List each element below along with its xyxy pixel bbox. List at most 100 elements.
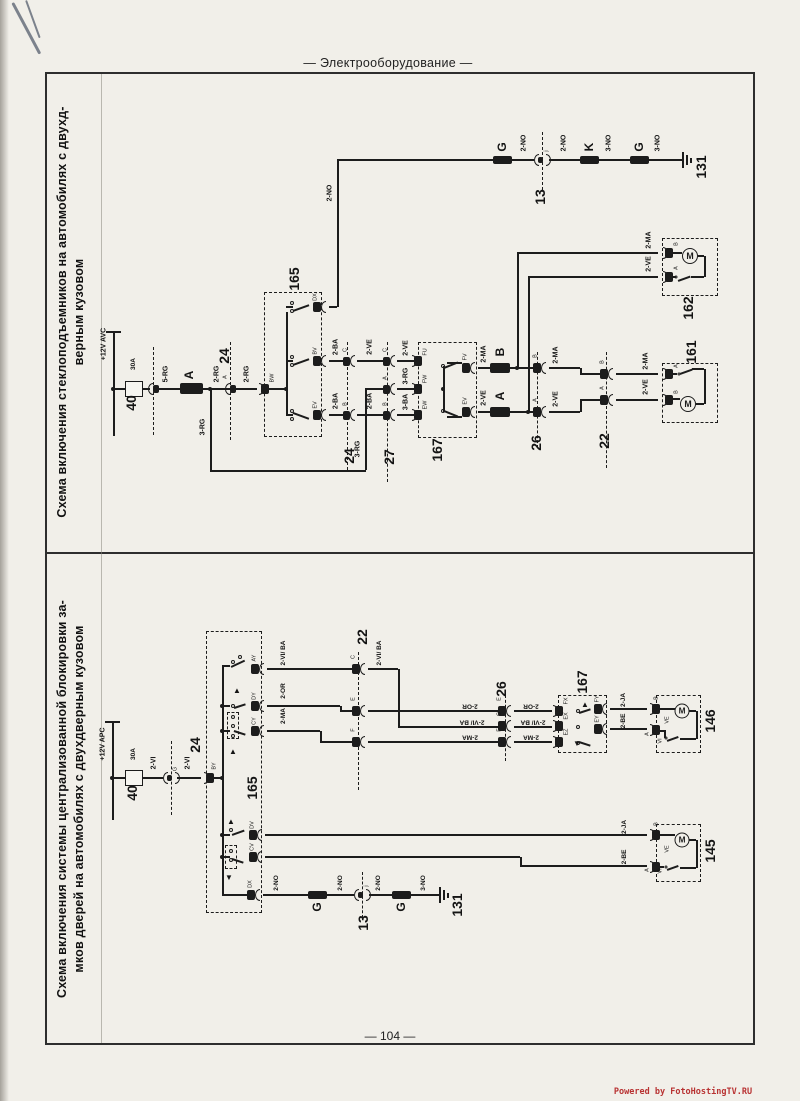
pin-label: A: [644, 732, 651, 736]
wire: [664, 730, 666, 738]
connector-ref: G: [310, 902, 324, 912]
connector-pin: [665, 272, 673, 282]
pin-label: E: [496, 697, 503, 701]
contact-circle: [664, 865, 668, 869]
pin-label: A: [644, 868, 651, 872]
wire: [660, 866, 664, 868]
wire: [369, 894, 392, 896]
wire: [210, 470, 366, 472]
wire-label: 2-NO: [326, 184, 334, 202]
wire-label: 2-RG: [243, 365, 251, 383]
motor-symbol: M: [674, 832, 690, 848]
wire-label: 2-MA: [462, 733, 478, 741]
wire-label: 3-RG: [402, 367, 410, 385]
wire-label: 2-MA: [642, 352, 650, 370]
junction-dot: [526, 410, 530, 414]
fuse-40: [125, 770, 143, 786]
wire-label: 2-NO: [272, 875, 280, 891]
fuse-40: [125, 381, 143, 397]
wire-label: 2-BA: [332, 338, 340, 356]
contact-circle: [290, 417, 294, 421]
wire: [159, 388, 180, 390]
pin-label: CY: [251, 717, 258, 725]
wire-label: 2-NO: [520, 134, 528, 152]
connector-pin: [206, 773, 214, 783]
pin-label: EV: [462, 397, 469, 405]
lock-actuator-146: [656, 695, 701, 753]
title-rule: [101, 74, 102, 1043]
wire: [214, 777, 222, 779]
pin-label: EX: [563, 712, 570, 720]
connector-pin: [153, 385, 159, 393]
wire-label: 2-BA: [366, 392, 374, 410]
wire: [616, 373, 658, 375]
wire: [143, 388, 150, 390]
connector-ref: A: [182, 370, 196, 380]
component-ref: 165: [286, 267, 302, 291]
ground-ref: 131: [693, 155, 709, 179]
lock-actuator-145: [656, 824, 701, 882]
pin-label: VI: [657, 868, 664, 874]
dashed-line: [606, 352, 607, 468]
connector-pin: [249, 830, 257, 840]
contact-circle: [238, 655, 242, 659]
pin-label: G: [172, 766, 179, 772]
pin-label: FX: [563, 697, 570, 705]
connector-socket: [354, 889, 359, 901]
wire: [514, 741, 552, 743]
component-ref: 162: [680, 296, 696, 320]
wire: [222, 894, 248, 896]
actuator-arrow: ▼: [573, 739, 581, 748]
pin-label: F: [496, 728, 503, 732]
connector-pin: [313, 410, 321, 420]
pin-label: B: [599, 360, 606, 364]
ground-bar: [447, 893, 449, 898]
wire: [514, 726, 552, 728]
connector-socket: [163, 772, 168, 784]
pin-label: B: [673, 242, 680, 246]
ground-bar: [682, 152, 684, 168]
pin-label: DV: [249, 821, 256, 829]
wire: [478, 367, 490, 369]
contact-circle: [229, 849, 233, 853]
wire-label: 30A: [129, 748, 137, 760]
wire: [549, 367, 580, 369]
pin-label: VE: [664, 845, 671, 853]
connector-ref: K: [582, 142, 596, 152]
wire-label: 2-MA: [552, 346, 560, 364]
splice-G: [308, 891, 327, 899]
contact-circle: [290, 355, 294, 359]
dashed-line: [358, 652, 359, 790]
wire: [673, 276, 676, 278]
contact-circle: [664, 736, 668, 740]
pin-label: j: [363, 885, 370, 887]
wire: [447, 362, 462, 364]
dashed-line: [171, 741, 172, 815]
wire: [143, 777, 163, 779]
pin-label: EV: [312, 401, 319, 409]
wire-label: 2-MA: [645, 231, 653, 249]
pin-label: j: [543, 150, 550, 152]
connector-socket: [360, 736, 365, 748]
pin-label: AY: [251, 654, 258, 662]
wire-label: 2-VE: [366, 339, 374, 355]
contact-circle: [576, 725, 580, 729]
wire: [286, 312, 288, 415]
connector-pin: [665, 395, 673, 405]
wire-label: 3-BA: [402, 393, 410, 411]
connector-pin: [555, 706, 563, 716]
component-ref: 145: [702, 839, 718, 863]
component-ref: 27: [381, 449, 397, 465]
connector-socket: [506, 736, 511, 748]
junction-dot: [284, 387, 288, 391]
wire: [320, 741, 352, 743]
pin-label: EY: [594, 715, 601, 723]
wire-label: 2-MA: [523, 733, 539, 741]
connector-pin: [261, 384, 269, 394]
wire: [512, 159, 534, 161]
relay-unit-167: [418, 342, 477, 438]
connector-ref: A: [493, 391, 507, 401]
scan-edge-shadow: [0, 0, 9, 1101]
connector-pin: [352, 737, 360, 747]
connector-socket: [534, 154, 539, 166]
